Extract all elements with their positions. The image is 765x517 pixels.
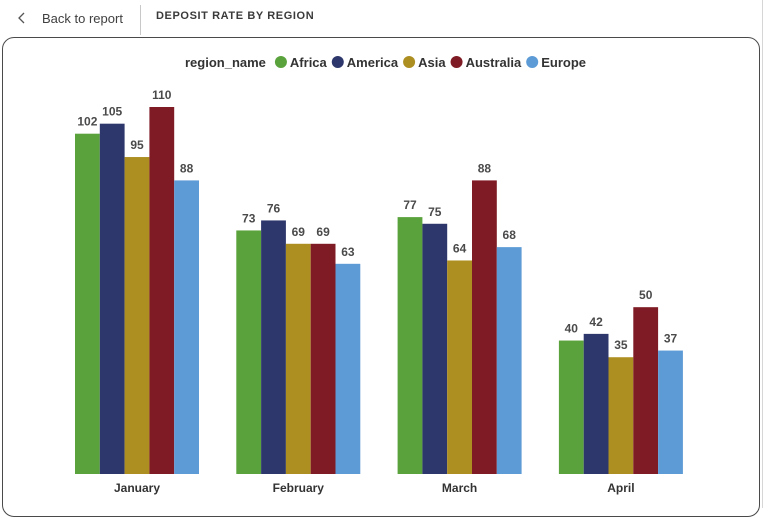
back-label: Back to report — [42, 10, 123, 26]
data-label-march-asia: 64 — [453, 241, 467, 255]
legend-label-africa[interactable]: Africa — [290, 55, 328, 70]
data-label-april-asia: 35 — [614, 338, 628, 352]
bar-february-asia[interactable] — [285, 243, 311, 474]
bar-april-australia[interactable] — [633, 307, 659, 474]
bars — [75, 107, 683, 474]
legend-marker-asia — [403, 56, 416, 68]
legend-label-america[interactable]: America — [347, 55, 399, 70]
bar-march-asia[interactable] — [447, 260, 472, 474]
bar-march-africa[interactable] — [397, 217, 423, 474]
legend-marker-america — [331, 56, 344, 68]
bar-april-africa[interactable] — [558, 340, 584, 474]
legend-label-australia[interactable]: Australia — [466, 55, 522, 70]
data-label-february-africa: 73 — [242, 211, 256, 225]
bar-april-america[interactable] — [583, 333, 609, 474]
header-divider — [140, 5, 141, 35]
bar-february-africa[interactable] — [236, 230, 262, 474]
right-edge-rule — [762, 0, 763, 508]
legend: region_name Africa America Asia Australia Eu… — [185, 55, 586, 70]
data-labels: 102 105 95 110 88 73 76 69 69 63 77 75 64 88 68 40 42 35 5… — [77, 88, 677, 352]
data-label-april-europe: 37 — [664, 332, 678, 346]
bar-april-asia[interactable] — [608, 357, 634, 474]
bar-february-europe[interactable] — [335, 263, 361, 474]
bar-february-australia[interactable] — [310, 243, 336, 474]
legend-label-asia[interactable]: Asia — [418, 55, 446, 70]
legend-title: region_name — [185, 55, 266, 70]
bar-january-asia[interactable] — [124, 157, 150, 474]
x-axis-ticks: January February March April — [114, 481, 635, 495]
data-label-april-africa: 40 — [565, 322, 579, 336]
bar-march-australia[interactable] — [472, 180, 497, 474]
page-title: DEPOSIT RATE BY REGION — [156, 10, 315, 22]
data-label-march-europe: 68 — [503, 228, 517, 242]
data-label-january-asia: 95 — [130, 138, 144, 152]
data-label-february-asia: 69 — [292, 225, 306, 239]
bar-april-europe[interactable] — [658, 350, 683, 474]
x-tick-april: April — [607, 481, 634, 495]
legend-marker-europe — [526, 56, 539, 68]
back-to-report-button[interactable]: Back to report — [16, 9, 123, 27]
data-label-march-africa: 77 — [403, 198, 417, 212]
legend-marker-africa — [274, 56, 287, 68]
bar-january-america[interactable] — [99, 123, 125, 474]
data-label-january-australia: 110 — [152, 88, 172, 102]
data-label-january-europe: 88 — [180, 161, 194, 175]
data-label-january-africa: 102 — [77, 115, 97, 129]
data-label-april-america: 42 — [589, 315, 603, 329]
bar-january-europe[interactable] — [174, 180, 199, 474]
data-label-february-america: 76 — [267, 201, 281, 215]
legend-marker-australia — [450, 56, 463, 68]
bar-march-america[interactable] — [422, 223, 448, 474]
chevron-left-icon — [18, 12, 25, 24]
bar-march-europe[interactable] — [496, 247, 522, 474]
data-label-february-europe: 63 — [341, 245, 355, 259]
data-label-january-america: 105 — [102, 105, 122, 119]
data-label-march-america: 75 — [428, 205, 442, 219]
bar-january-australia[interactable] — [149, 107, 175, 474]
x-tick-march: March — [442, 481, 477, 495]
data-label-april-australia: 50 — [639, 288, 653, 302]
data-label-february-australia: 69 — [316, 225, 330, 239]
x-tick-february: February — [273, 481, 325, 495]
data-label-march-australia: 88 — [478, 161, 492, 175]
legend-label-europe[interactable]: Europe — [541, 55, 586, 70]
bar-january-africa[interactable] — [75, 133, 100, 474]
bar-february-america[interactable] — [261, 220, 286, 474]
top-bar: Back to report DEPOSIT RATE BY REGION — [0, 0, 765, 36]
x-tick-january: January — [114, 481, 160, 495]
